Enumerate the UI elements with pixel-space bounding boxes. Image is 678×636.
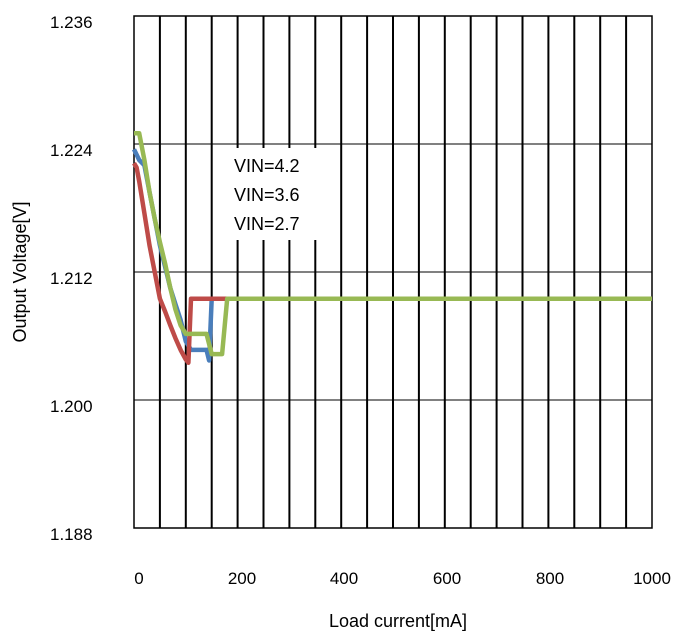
series-line-vin-3-6 bbox=[132, 162, 652, 365]
series-line-vin-2-7 bbox=[134, 131, 652, 357]
y-tick-label: 1.188 bbox=[50, 525, 93, 544]
series-lines bbox=[131, 131, 652, 365]
y-tick-label: 1.224 bbox=[50, 141, 93, 160]
horizontal-gridlines bbox=[134, 143, 652, 401]
x-tick-label: 600 bbox=[433, 569, 461, 588]
x-tick-label: 800 bbox=[536, 569, 564, 588]
legend-entry-vin-4-2: VIN=4.2 bbox=[234, 156, 300, 176]
y-axis-tick-labels: 1.236 1.224 1.212 1.200 1.188 bbox=[50, 13, 93, 544]
x-tick-label: 200 bbox=[228, 569, 256, 588]
x-tick-label: 400 bbox=[330, 569, 358, 588]
x-tick-label: 1000 bbox=[633, 569, 671, 588]
legend-entry-vin-2-7: VIN=2.7 bbox=[234, 214, 300, 234]
y-tick-label: 1.236 bbox=[50, 13, 93, 32]
legend: VIN=4.2 VIN=3.6 VIN=2.7 bbox=[228, 148, 340, 240]
x-tick-label: 0 bbox=[134, 569, 143, 588]
legend-background bbox=[228, 148, 340, 240]
legend-entry-vin-3-6: VIN=3.6 bbox=[234, 185, 300, 205]
plot-area-border bbox=[133, 15, 653, 529]
x-axis-tick-labels: 0 200 400 600 800 1000 bbox=[134, 569, 671, 588]
x-axis-title: Load current[mA] bbox=[329, 611, 467, 631]
y-tick-label: 1.200 bbox=[50, 397, 93, 416]
y-axis-title: Output Voltage[V] bbox=[10, 201, 30, 342]
y-tick-label: 1.212 bbox=[50, 269, 93, 288]
